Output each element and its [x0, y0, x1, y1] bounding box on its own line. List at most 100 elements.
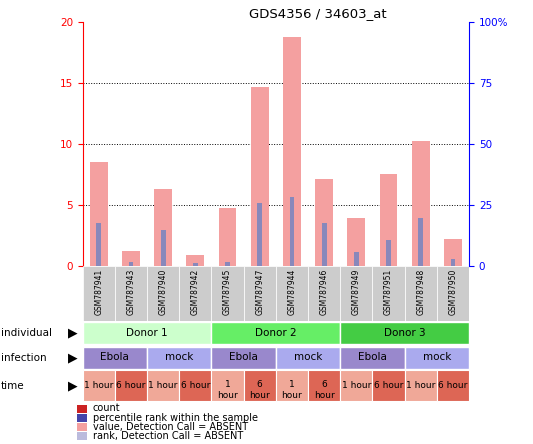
Bar — [437, 266, 469, 321]
Text: GDS4356 / 34603_at: GDS4356 / 34603_at — [249, 7, 387, 20]
Bar — [161, 230, 166, 266]
Text: GSM787940: GSM787940 — [159, 268, 167, 315]
Text: 6 hour: 6 hour — [116, 381, 146, 390]
Text: GSM787941: GSM787941 — [94, 268, 103, 314]
Bar — [412, 142, 430, 266]
Bar — [444, 239, 462, 266]
Bar — [354, 252, 359, 266]
Text: mock: mock — [294, 352, 322, 362]
Text: individual: individual — [1, 328, 52, 338]
Bar — [96, 223, 101, 266]
Bar — [212, 322, 340, 344]
Bar — [179, 266, 212, 321]
Text: 6 hour: 6 hour — [181, 381, 210, 390]
Bar — [179, 370, 212, 401]
Bar — [212, 370, 244, 401]
Text: infection: infection — [1, 353, 47, 363]
Bar — [373, 370, 405, 401]
Bar — [219, 208, 236, 266]
Bar — [405, 347, 469, 369]
Text: hour: hour — [217, 391, 238, 400]
Text: GSM787949: GSM787949 — [352, 268, 361, 315]
Text: percentile rank within the sample: percentile rank within the sample — [93, 412, 258, 423]
Bar — [276, 347, 340, 369]
Text: 1: 1 — [289, 380, 295, 389]
Bar — [405, 370, 437, 401]
Bar — [147, 370, 179, 401]
Bar — [405, 266, 437, 321]
Bar — [212, 347, 276, 369]
Bar — [193, 263, 198, 266]
Bar — [386, 240, 391, 266]
Bar — [450, 259, 455, 266]
Text: mock: mock — [165, 352, 193, 362]
Bar — [348, 218, 365, 266]
Text: Ebola: Ebola — [100, 352, 130, 362]
Bar — [316, 179, 333, 266]
Text: 6: 6 — [321, 380, 327, 389]
Text: GSM787943: GSM787943 — [126, 268, 135, 315]
Bar — [115, 370, 147, 401]
Bar — [276, 370, 308, 401]
Bar — [340, 347, 405, 369]
Bar — [418, 218, 423, 266]
Bar — [128, 262, 133, 266]
Text: hour: hour — [281, 391, 302, 400]
Text: 6 hour: 6 hour — [438, 381, 467, 390]
Bar — [77, 423, 87, 431]
Bar — [283, 37, 301, 266]
Text: 6: 6 — [257, 380, 263, 389]
Text: Ebola: Ebola — [358, 352, 387, 362]
Text: GSM787945: GSM787945 — [223, 268, 232, 315]
Text: Donor 1: Donor 1 — [126, 328, 168, 338]
Text: Ebola: Ebola — [229, 352, 258, 362]
Text: 1 hour: 1 hour — [406, 381, 435, 390]
Text: ▶: ▶ — [68, 351, 78, 364]
Bar — [244, 370, 276, 401]
Text: 1 hour: 1 hour — [84, 381, 114, 390]
Bar — [83, 370, 115, 401]
Text: 1 hour: 1 hour — [342, 381, 371, 390]
Bar — [340, 370, 373, 401]
Bar — [77, 414, 87, 422]
Bar — [77, 405, 87, 412]
Bar — [122, 251, 140, 266]
Bar — [115, 266, 147, 321]
Bar — [90, 162, 108, 266]
Text: GSM787946: GSM787946 — [320, 268, 329, 315]
Text: GSM787944: GSM787944 — [287, 268, 296, 315]
Text: ▶: ▶ — [68, 327, 78, 340]
Bar — [289, 198, 294, 266]
Text: time: time — [1, 381, 25, 391]
Bar — [225, 262, 230, 266]
Text: hour: hour — [314, 391, 335, 400]
Bar — [83, 347, 147, 369]
Bar — [154, 189, 172, 266]
Bar — [437, 370, 469, 401]
Bar — [83, 322, 212, 344]
Bar — [77, 432, 87, 440]
Bar — [340, 266, 373, 321]
Bar — [340, 322, 469, 344]
Bar — [83, 266, 115, 321]
Bar — [187, 254, 204, 266]
Bar — [251, 87, 269, 266]
Bar — [308, 266, 340, 321]
Bar — [322, 223, 327, 266]
Text: GSM787951: GSM787951 — [384, 268, 393, 314]
Bar — [379, 174, 398, 266]
Text: GSM787947: GSM787947 — [255, 268, 264, 315]
Text: GSM787948: GSM787948 — [416, 268, 425, 314]
Bar — [212, 266, 244, 321]
Bar — [276, 266, 308, 321]
Text: count: count — [93, 403, 120, 413]
Bar — [308, 370, 340, 401]
Bar — [373, 266, 405, 321]
Text: Donor 2: Donor 2 — [255, 328, 297, 338]
Text: GSM787942: GSM787942 — [191, 268, 200, 314]
Text: 1: 1 — [224, 380, 230, 389]
Bar — [244, 266, 276, 321]
Text: mock: mock — [423, 352, 451, 362]
Text: value, Detection Call = ABSENT: value, Detection Call = ABSENT — [93, 422, 248, 432]
Text: ▶: ▶ — [68, 379, 78, 392]
